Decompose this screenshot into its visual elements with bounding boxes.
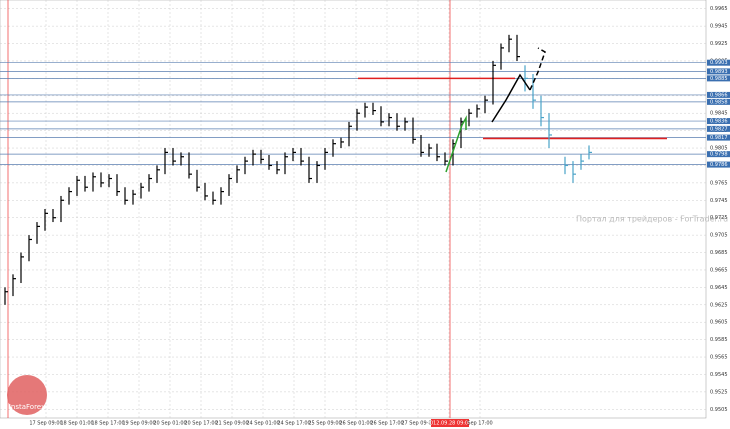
x-tick-label: 18 Sep 17:00 bbox=[91, 421, 124, 427]
y-tick-label: 0.9545 bbox=[710, 372, 728, 378]
x-tick-label: 27 Sep 09:00 bbox=[401, 421, 434, 427]
x-tick-label: 20 Sep 17:00 bbox=[184, 421, 217, 427]
x-tick-label: 17 Sep 09:00 bbox=[29, 421, 62, 427]
level-label-bg bbox=[707, 59, 730, 66]
y-tick-label: 0.9705 bbox=[710, 233, 728, 239]
y-tick-label: 0.9525 bbox=[710, 389, 728, 395]
level-label-bg bbox=[707, 151, 730, 158]
x-tick-label: 26 Sep 17:00 bbox=[370, 421, 403, 427]
level-label: 0.9903 bbox=[710, 60, 728, 66]
logo-badge bbox=[7, 375, 47, 415]
level-label-bg bbox=[707, 161, 730, 168]
level-label: 0.9798 bbox=[710, 152, 728, 158]
level-label: 0.9885 bbox=[710, 76, 728, 82]
level-label-bg bbox=[707, 68, 730, 75]
forecast-dashed bbox=[529, 47, 546, 91]
y-tick-label: 0.9845 bbox=[710, 111, 728, 117]
y-tick-label: 0.9625 bbox=[710, 302, 728, 308]
x-tick-label: 26 Sep 01:00 bbox=[339, 421, 372, 427]
y-tick-label: 0.9605 bbox=[710, 320, 728, 326]
x-tick-label: 25 Sep 09:00 bbox=[308, 421, 341, 427]
forecast-path bbox=[491, 73, 531, 123]
level-label: 0.9786 bbox=[710, 162, 728, 168]
level-label-bg bbox=[707, 91, 730, 98]
level-label: 0.9866 bbox=[710, 92, 728, 98]
x-tick-label: 21 Sep 09:00 bbox=[215, 421, 248, 427]
y-tick-label: 0.9665 bbox=[710, 267, 728, 273]
y-tick-label: 0.9685 bbox=[710, 250, 728, 256]
level-label-bg bbox=[707, 125, 730, 132]
level-label-bg bbox=[707, 98, 730, 105]
green-wave bbox=[445, 115, 467, 173]
y-tick-label: 0.9925 bbox=[710, 41, 728, 47]
level-label: 0.9893 bbox=[710, 69, 728, 75]
x-tick-label: 24 Sep 17:00 bbox=[277, 421, 310, 427]
plot-frame bbox=[0, 0, 707, 419]
y-tick-label: 0.9965 bbox=[710, 6, 728, 12]
level-label-bg bbox=[707, 134, 730, 141]
x-tick-label: 20 Sep 01:00 bbox=[153, 421, 186, 427]
level-label-bg bbox=[707, 75, 730, 82]
y-tick-label: 0.9945 bbox=[710, 24, 728, 30]
watermark: Портал для трейдеров - ForTrader.ru bbox=[576, 215, 728, 224]
level-label-bg bbox=[707, 118, 730, 125]
x-tick-label: 19 Sep 09:00 bbox=[122, 421, 155, 427]
level-label: 0.9836 bbox=[710, 119, 728, 125]
y-tick-label: 0.9505 bbox=[710, 407, 728, 413]
x-tick-label: 2012.09.28 09:00 bbox=[427, 421, 472, 427]
level-label: 0.9827 bbox=[710, 126, 728, 132]
x-tick-label: 18 Sep 01:00 bbox=[60, 421, 93, 427]
y-tick-label: 0.9765 bbox=[710, 180, 728, 186]
y-tick-label: 0.9565 bbox=[710, 355, 728, 361]
y-tick-label: 0.9585 bbox=[710, 337, 728, 343]
x-tick-label: 24 Sep 01:00 bbox=[246, 421, 279, 427]
logo: InstaForex bbox=[9, 403, 45, 411]
x-tick-label: Sep 17:00 bbox=[467, 421, 492, 427]
y-tick-label: 0.9805 bbox=[710, 146, 728, 152]
level-label: 0.9817 bbox=[710, 135, 728, 141]
time-highlight bbox=[431, 419, 469, 427]
level-label: 0.9858 bbox=[710, 99, 728, 105]
y-tick-label: 0.9645 bbox=[710, 285, 728, 291]
y-tick-label: 0.9725 bbox=[710, 215, 728, 221]
y-tick-label: 0.9745 bbox=[710, 198, 728, 204]
